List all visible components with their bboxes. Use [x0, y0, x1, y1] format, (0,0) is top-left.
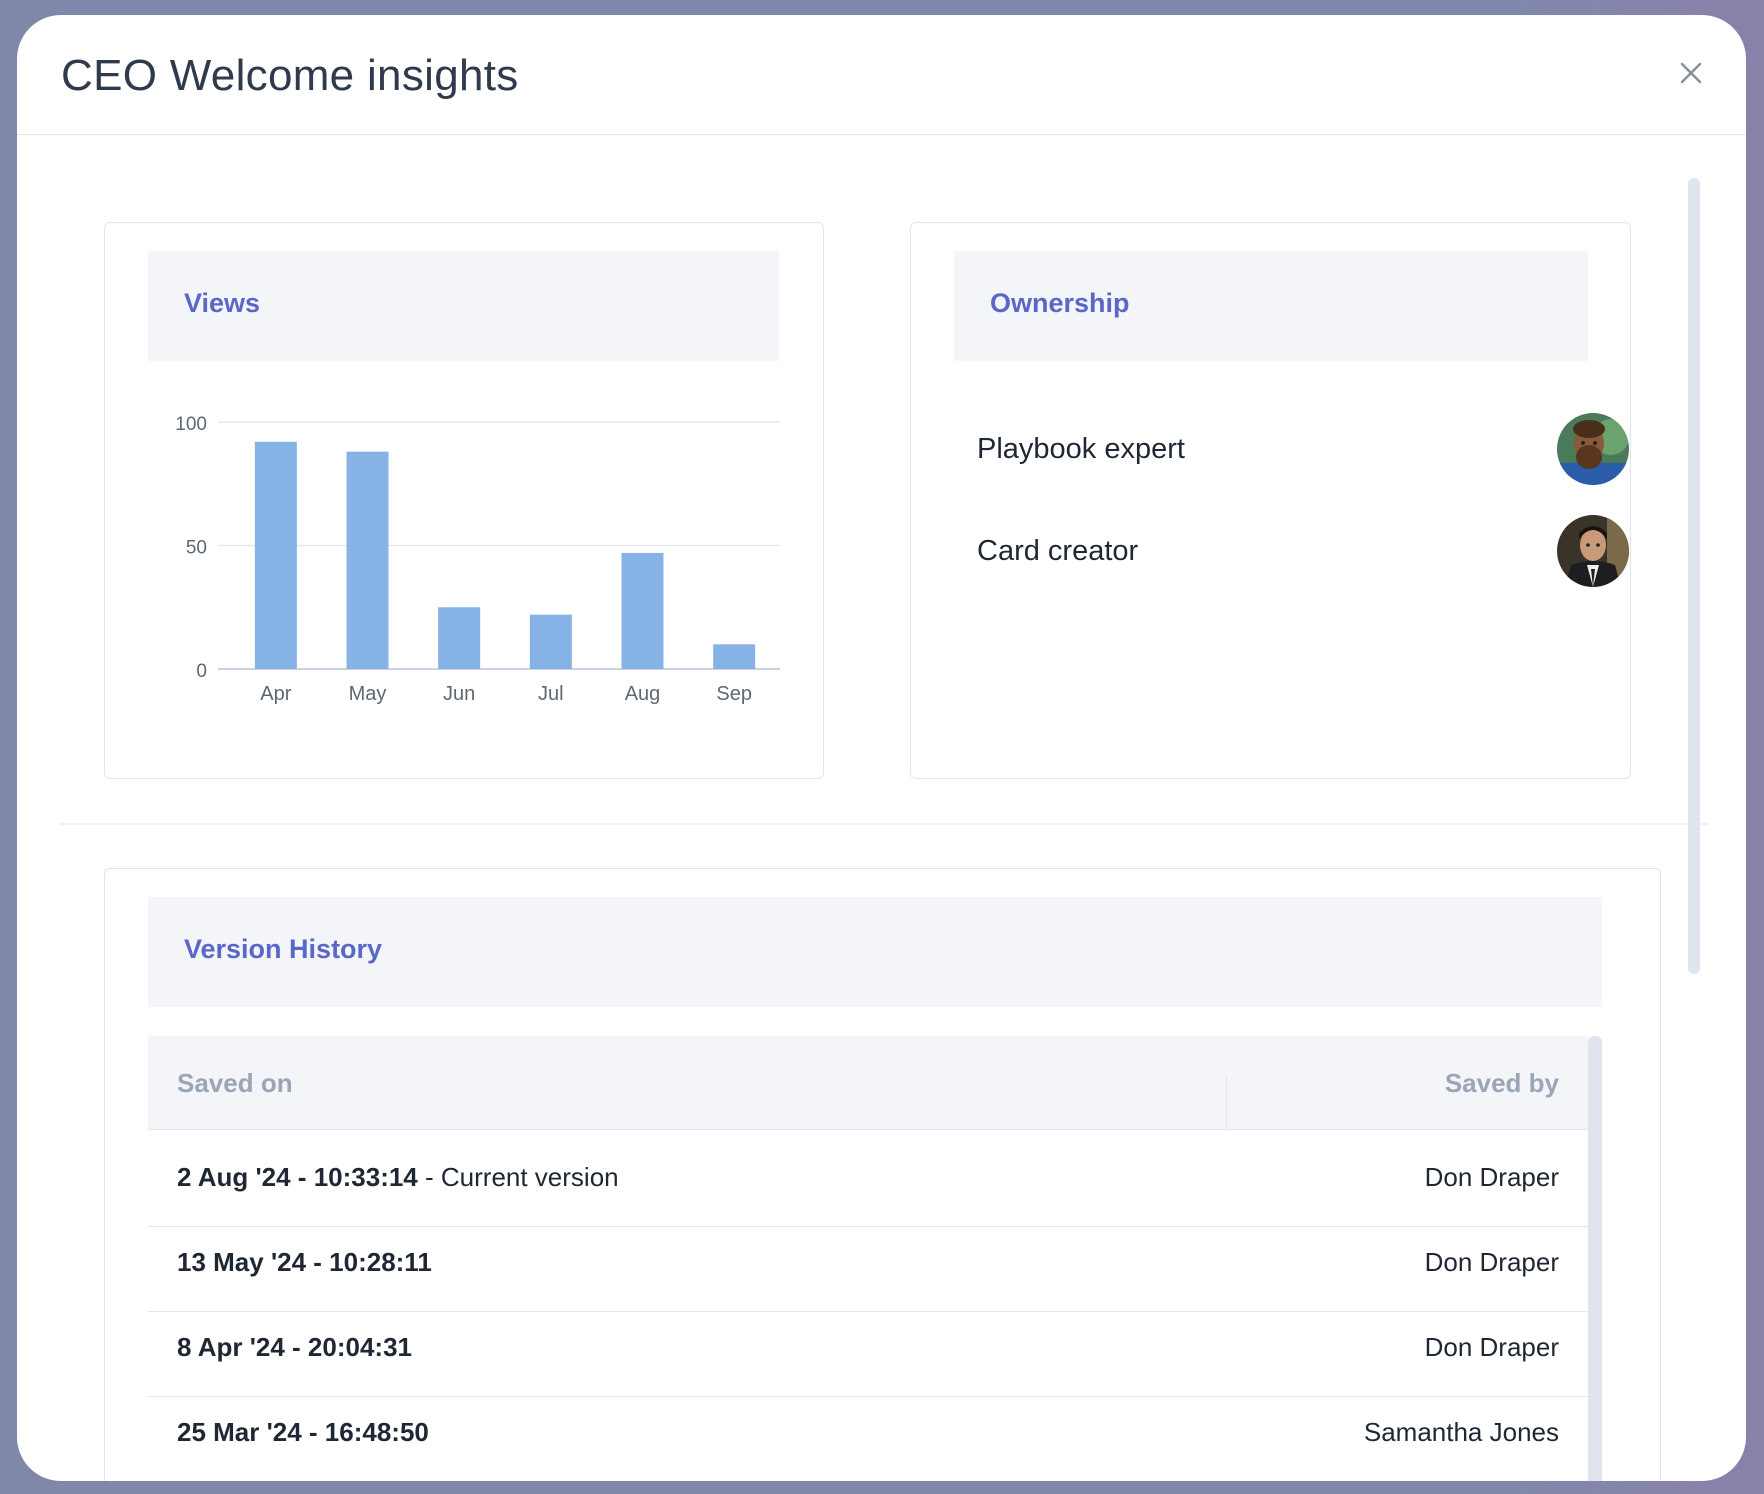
current-version-label: - Current version	[417, 1162, 619, 1192]
table-row[interactable]: 13 May '24 - 10:28:11 Don Draper	[148, 1216, 1588, 1312]
x-tick-label: Jul	[538, 683, 564, 705]
bar	[254, 441, 297, 669]
saved-on-date: 13 May '24 - 10:28:11	[177, 1247, 432, 1277]
table-row[interactable]: 25 Mar '24 - 16:48:50 Samantha Jones	[148, 1386, 1588, 1481]
table-row[interactable]: 2 Aug '24 - 10:33:14 - Current version D…	[148, 1131, 1588, 1227]
modal-header: CEO Welcome insights	[17, 15, 1746, 135]
ownership-role-label: Card creator	[977, 535, 1139, 567]
avatar-portrait-icon	[1557, 413, 1629, 485]
version-history-header: Version History	[148, 897, 1602, 1007]
bar	[621, 552, 664, 669]
bar	[346, 451, 389, 669]
avatar[interactable]	[1557, 413, 1629, 485]
modal-scrollbar[interactable]	[1688, 178, 1700, 974]
saved-by-cell: Don Draper	[1424, 1247, 1559, 1277]
saved-on-cell: 2 Aug '24 - 10:33:14 - Current version	[177, 1162, 619, 1193]
saved-on-cell: 13 May '24 - 10:28:11	[177, 1247, 432, 1278]
x-tick-label: Jun	[443, 683, 475, 705]
saved-by-cell: Don Draper	[1424, 1332, 1559, 1362]
saved-on-date: 8 Apr '24 - 20:04:31	[177, 1332, 413, 1362]
x-tick-label: May	[349, 683, 387, 705]
avatar-portrait-icon	[1557, 515, 1629, 587]
close-button[interactable]	[1667, 49, 1715, 97]
saved-by-cell: Don Draper	[1424, 1162, 1559, 1192]
x-tick-label: Apr	[260, 683, 291, 705]
views-title: Views	[184, 288, 261, 318]
insights-modal: CEO Welcome insights Views 0 50 100 Apr May J…	[17, 15, 1746, 1481]
column-header-saved-on[interactable]: Saved on	[177, 1068, 293, 1098]
avatar[interactable]	[1557, 515, 1629, 587]
modal-title: CEO Welcome insights	[61, 51, 519, 100]
modal-content: Views 0 50 100 Apr May Jun Jul Aug Sep Ownership…	[17, 136, 1746, 1481]
ownership-card-header: Ownership	[954, 251, 1588, 361]
saved-on-date: 2 Aug '24 - 10:33:14	[177, 1162, 418, 1192]
column-header-saved-by[interactable]: Saved by	[1444, 1068, 1559, 1098]
version-history-title: Version History	[184, 934, 383, 964]
saved-on-cell: 8 Apr '24 - 20:04:31	[177, 1332, 412, 1363]
saved-on-cell: 25 Mar '24 - 16:48:50	[177, 1417, 429, 1448]
y-tick-label: 100	[175, 414, 207, 435]
saved-on-date: 25 Mar '24 - 16:48:50	[177, 1417, 429, 1447]
ownership-title: Ownership	[990, 288, 1130, 318]
x-tick-label: Sep	[716, 683, 752, 705]
x-tick-label: Aug	[625, 683, 661, 705]
views-card: Views 0 50 100 Apr May Jun Jul Aug Sep	[104, 222, 824, 779]
y-tick-label: 0	[196, 661, 207, 682]
saved-by-cell: Samantha Jones	[1363, 1417, 1559, 1447]
table-header: Saved on Saved by	[148, 1036, 1588, 1130]
views-chart: 0 50 100 Apr May Jun Jul Aug Sep	[175, 414, 780, 705]
ownership-card: Ownership Playbook expert	[910, 222, 1631, 779]
y-tick-label: 50	[186, 538, 207, 559]
column-separator	[1226, 1076, 1227, 1130]
table-scrollbar[interactable]	[1588, 1036, 1602, 1481]
bar	[713, 644, 756, 669]
table-row[interactable]: 8 Apr '24 - 20:04:31 Don Draper	[148, 1301, 1588, 1397]
bar	[529, 614, 572, 669]
version-history-table: Saved on Saved by 2 Aug '24 - 10:33:14 -…	[148, 1036, 1602, 1481]
section-divider	[59, 823, 1709, 825]
ownership-row-playbook-expert: Playbook expert	[977, 413, 1629, 485]
views-card-header: Views	[148, 251, 779, 361]
bar	[438, 607, 481, 669]
version-history-card: Version History Saved on Saved by 2 Aug …	[104, 868, 1661, 1481]
close-icon	[1680, 62, 1702, 84]
ownership-row-card-creator: Card creator	[977, 515, 1629, 587]
ownership-role-label: Playbook expert	[977, 433, 1185, 465]
